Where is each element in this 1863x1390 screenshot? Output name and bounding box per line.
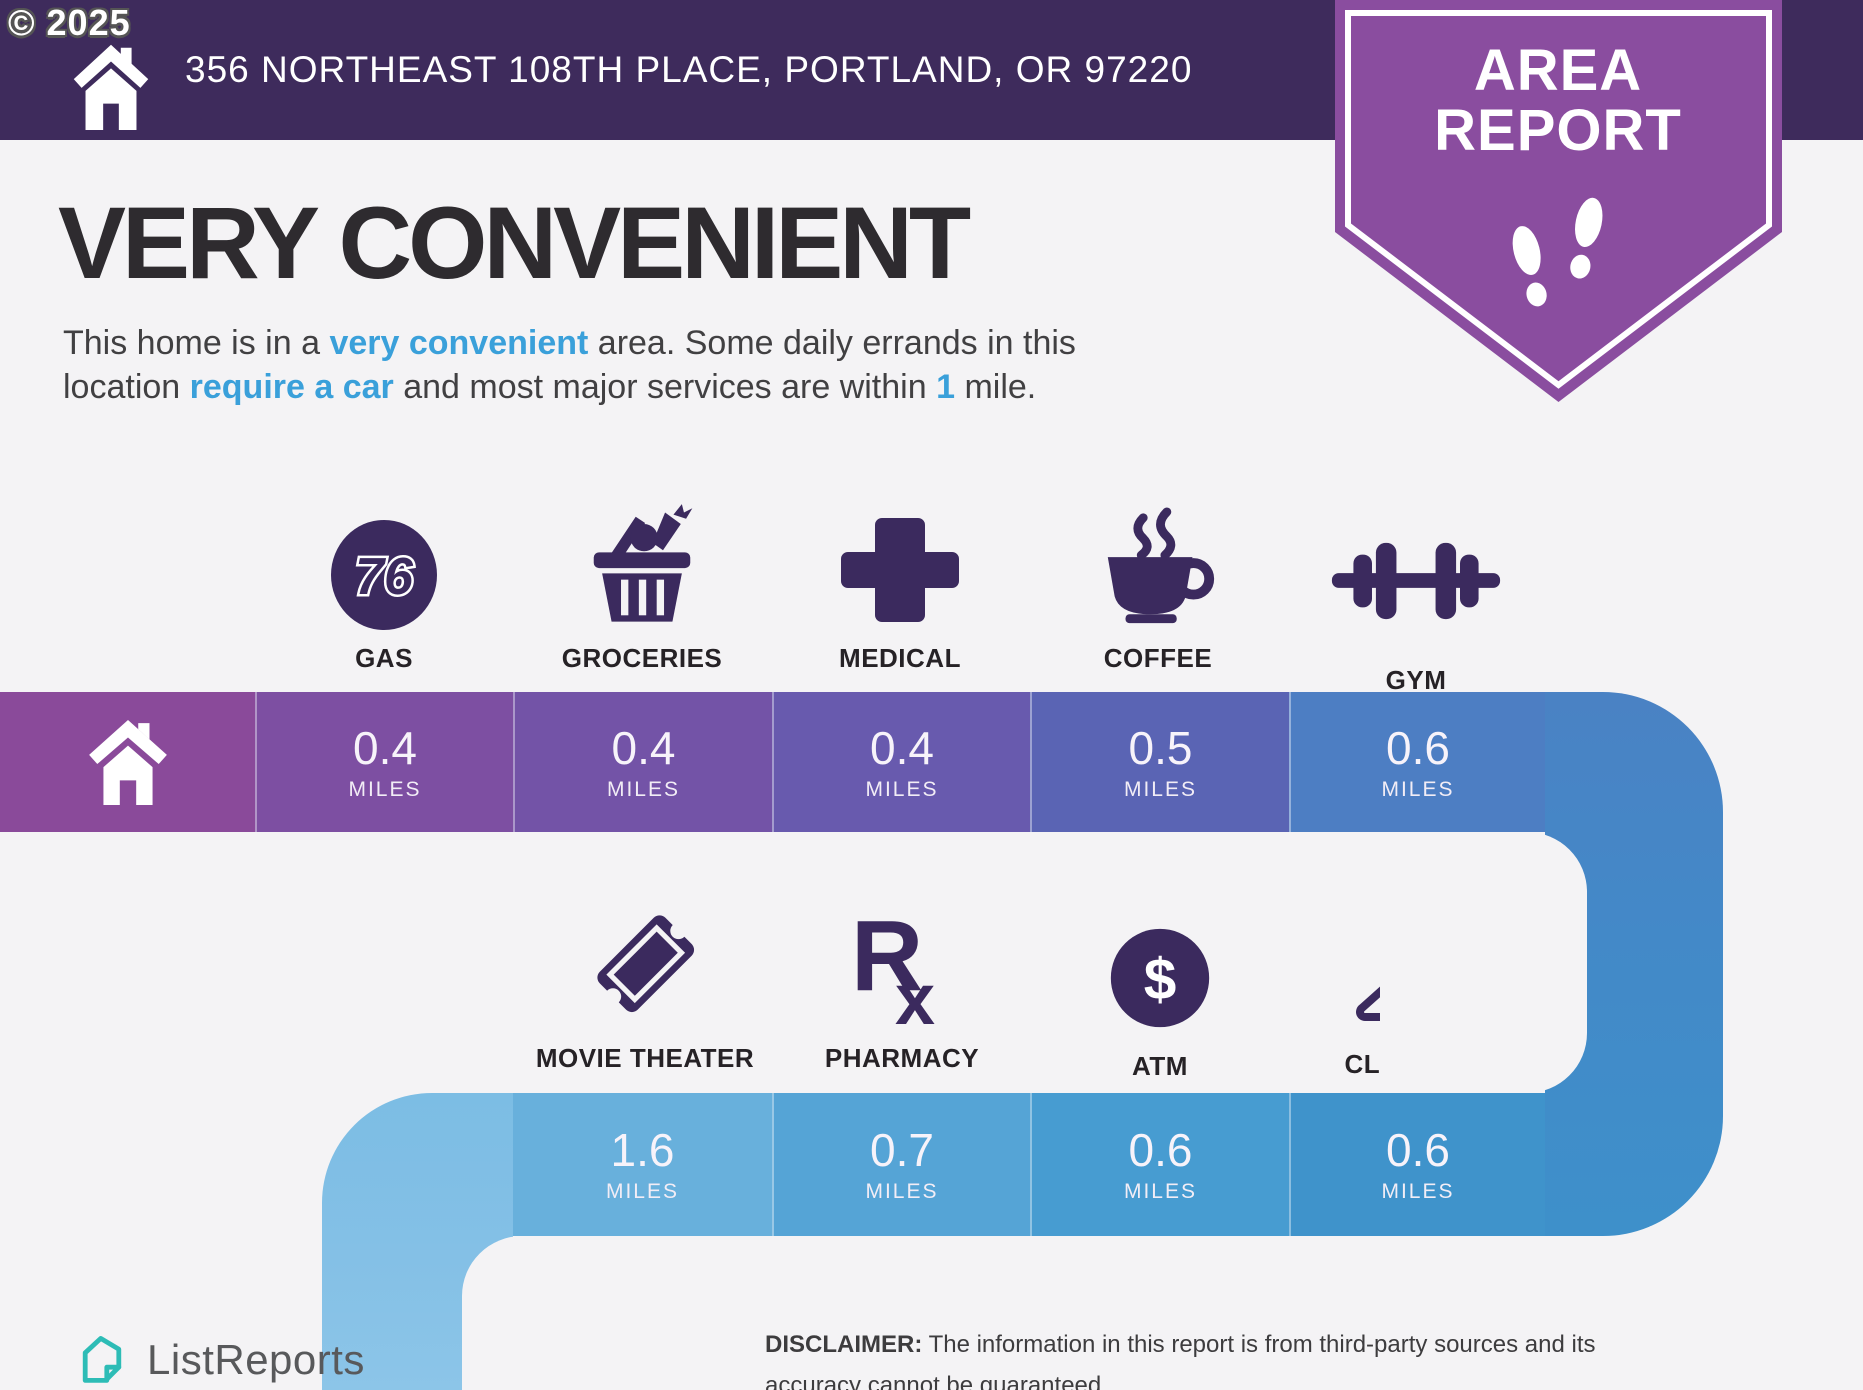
badge-line2: REPORT bbox=[1434, 98, 1682, 163]
amenity-medical: MEDICAL bbox=[771, 478, 1029, 674]
amenity-label: GYM bbox=[1385, 665, 1447, 695]
intro-part: This home is in a bbox=[63, 324, 330, 362]
listreports-logo: ListReports bbox=[72, 1330, 365, 1390]
house-icon bbox=[73, 44, 149, 131]
distance-cell-gym: 0.6 MILES bbox=[1289, 692, 1545, 832]
svg-text:$: $ bbox=[1144, 947, 1177, 1012]
amenity-label: GROCERIES bbox=[561, 643, 723, 673]
svg-text:R: R bbox=[851, 904, 923, 1012]
amenity-label: PHARMACY bbox=[824, 1043, 980, 1073]
atm-dollar-icon: $ bbox=[1110, 928, 1210, 1028]
distance-cell-medical: 0.4 MILES bbox=[772, 692, 1030, 832]
distance-cell-movie-theater: 1.6 MILES bbox=[513, 1093, 772, 1236]
copyright-watermark: © 2025 bbox=[8, 2, 131, 43]
amenity-label: ATM bbox=[1132, 1051, 1188, 1081]
groceries-basket-icon bbox=[593, 504, 693, 622]
medical-cross-icon bbox=[841, 518, 959, 622]
distance-cell-groceries: 0.4 MILES bbox=[513, 692, 772, 832]
intro-part: and most major services are within bbox=[393, 367, 937, 406]
svg-text:76: 76 bbox=[355, 548, 414, 606]
disclaimer-line2: accuracy cannot be guaranteed. bbox=[765, 1372, 1108, 1390]
disclaimer-text: DISCLAIMER: The information in this repo… bbox=[765, 1324, 1645, 1390]
amenity-gym: GYM bbox=[1287, 478, 1545, 696]
pharmacy-rx-icon: R x bbox=[851, 904, 935, 1030]
distance-cell-coffee: 0.5 MILES bbox=[1030, 692, 1289, 832]
amenity-pharmacy: R x PHARMACY bbox=[773, 878, 1031, 1074]
distance-cell-pharmacy: 0.7 MILES bbox=[772, 1093, 1030, 1236]
footprints-icon bbox=[1512, 197, 1603, 307]
distance-band-row1: 0.4 MILES 0.4 MILES 0.4 MILES 0.5 MILES 0.6 M… bbox=[0, 692, 1545, 832]
coffee-cup-icon bbox=[1107, 507, 1215, 624]
amenity-label: MEDICAL bbox=[839, 643, 961, 673]
intro-highlight: very convenient bbox=[329, 324, 589, 362]
distance-band-row2: 1.6 MILES 0.7 MILES 0.6 MILES 0.6 MILES bbox=[513, 1093, 1545, 1236]
property-address: 356 NORTHEAST 108TH PLACE, PORTLAND, OR … bbox=[185, 49, 1193, 90]
intro-highlight: 1 bbox=[936, 367, 955, 406]
home-icon bbox=[88, 720, 167, 805]
area-report-badge: AREA REPORT bbox=[1335, 0, 1782, 402]
listreports-house-icon bbox=[82, 1336, 122, 1383]
page-title: VERY CONVENIENT bbox=[58, 186, 971, 300]
gym-dumbbell-icon bbox=[1331, 542, 1501, 620]
disclaimer-line1: The information in this report is from t… bbox=[922, 1331, 1596, 1358]
amenity-movie-theater: MOVIE THEATER bbox=[516, 878, 774, 1074]
distance-cell-gas: 0.4 MILES bbox=[255, 692, 513, 832]
svg-text:x: x bbox=[895, 960, 935, 1030]
intro-part: area. Some daily errands in this bbox=[588, 324, 1076, 362]
distance-cell-atm: 0.6 MILES bbox=[1030, 1093, 1289, 1236]
gas-76-icon: 76 bbox=[331, 520, 437, 630]
amenity-label: GAS bbox=[355, 643, 413, 673]
amenity-atm: $ ATM bbox=[1031, 878, 1289, 1082]
intro-text: This home is in a very convenient area. … bbox=[63, 322, 1076, 410]
amenity-gas: 76 GAS bbox=[255, 478, 513, 674]
path-notch-right bbox=[1380, 832, 1587, 1093]
badge-line1: AREA bbox=[1474, 38, 1642, 103]
amenity-coffee: COFFEE bbox=[1029, 478, 1287, 674]
intro-part: location bbox=[63, 367, 190, 406]
movie-ticket-icon bbox=[597, 915, 695, 1013]
intro-highlight: require a car bbox=[189, 367, 394, 406]
distance-cell-cleaners: 0.6 MILES bbox=[1289, 1093, 1545, 1236]
listreports-wordmark: ListReports bbox=[147, 1336, 365, 1383]
disclaimer-label: DISCLAIMER: bbox=[765, 1331, 923, 1358]
amenity-groceries: GROCERIES bbox=[513, 478, 771, 674]
path-notch-left bbox=[462, 1236, 702, 1390]
amenity-label: MOVIE THEATER bbox=[535, 1043, 755, 1073]
intro-part: mile. bbox=[955, 367, 1037, 406]
amenity-label: COFFEE bbox=[1103, 643, 1213, 673]
home-cell bbox=[0, 692, 255, 832]
